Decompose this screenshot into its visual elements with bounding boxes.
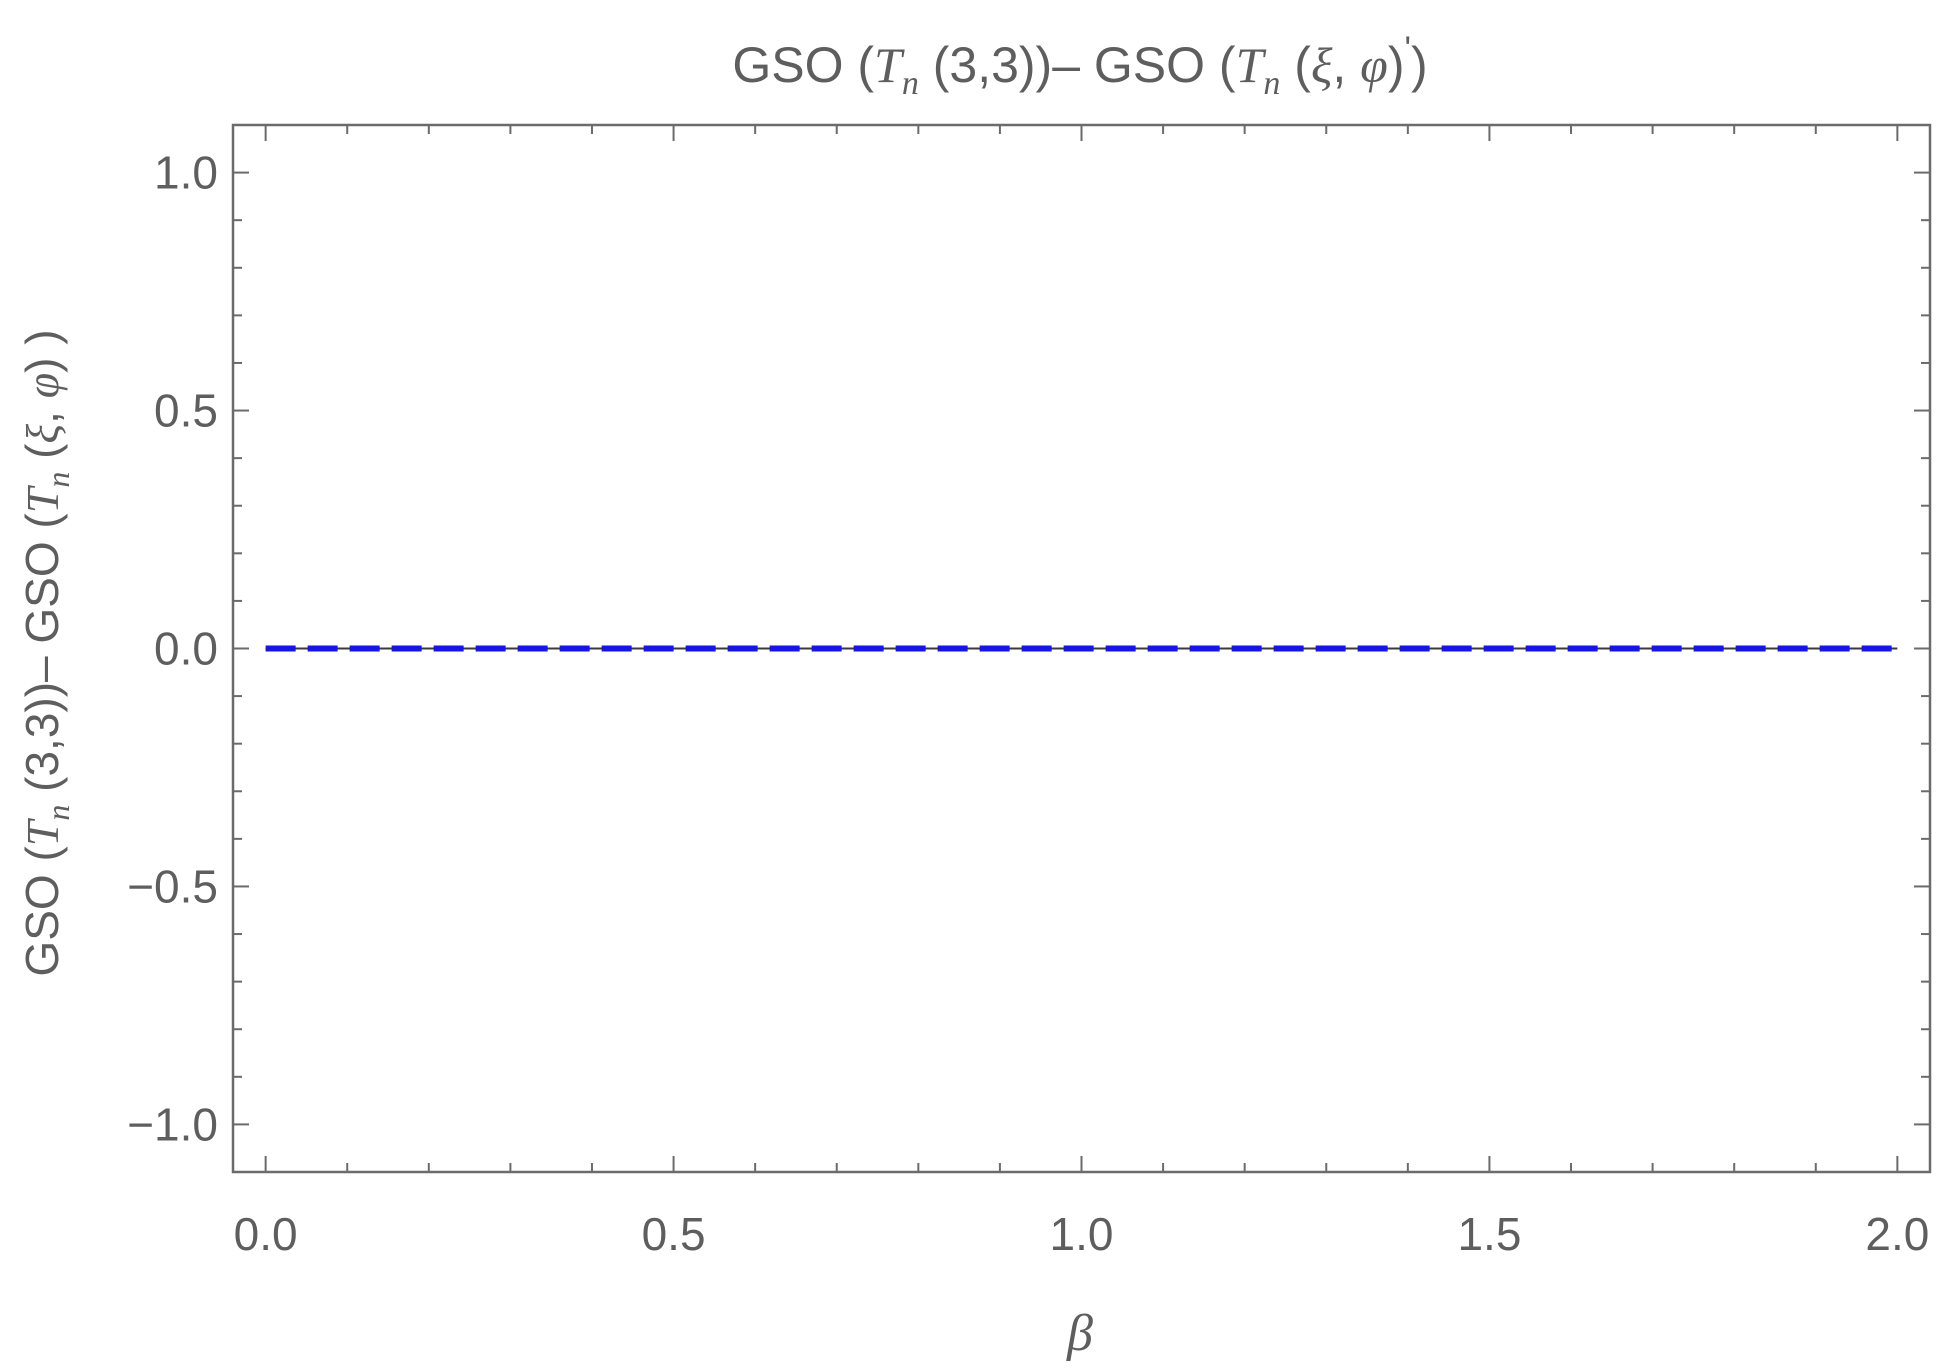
y-tick-label: 0.5 <box>154 385 218 437</box>
y-axis-label: GSO (Tn (3,3))– GSO (Tn (ξ, φ) ) <box>16 329 76 976</box>
chart-title: GSO (Tn (3,3))– GSO (Tn (ξ, φ)') <box>732 30 1427 102</box>
x-tick-label: 1.5 <box>1457 1208 1521 1260</box>
ticks <box>233 124 1930 1173</box>
y-tick-label: −0.5 <box>127 860 218 912</box>
x-axis-label: β <box>1066 1305 1093 1362</box>
x-tick-label: 0.5 <box>642 1208 706 1260</box>
tick-labels: 0.0 0.5 1.0 1.5 2.0 1.0 0.5 0.0 −0.5 −1.0 <box>127 147 1929 1260</box>
x-tick-label: 0.0 <box>234 1208 298 1260</box>
y-tick-label: 0.0 <box>154 623 218 675</box>
x-tick-label: 1.0 <box>1050 1208 1114 1260</box>
y-tick-label: 1.0 <box>154 147 218 199</box>
y-tick-label: −1.0 <box>127 1098 218 1150</box>
x-tick-label: 2.0 <box>1865 1208 1929 1260</box>
